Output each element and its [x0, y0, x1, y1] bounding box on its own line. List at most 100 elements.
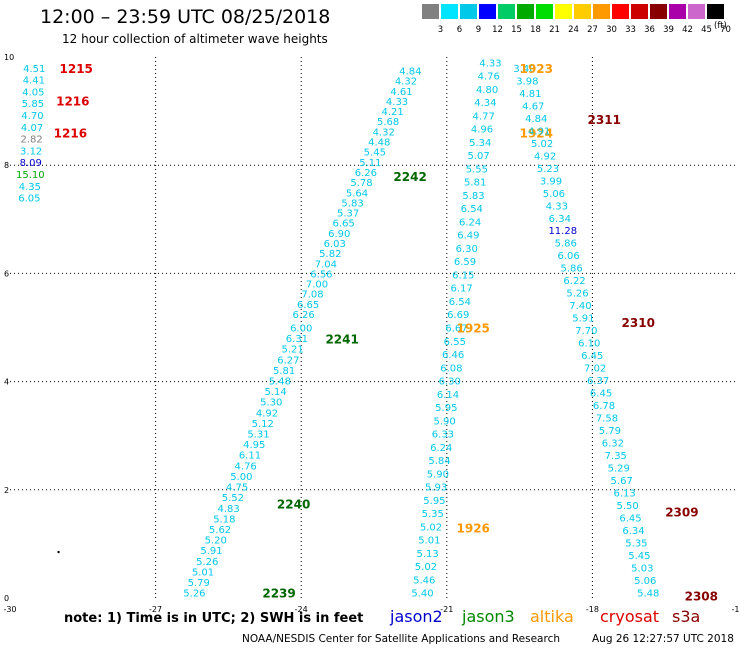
swh-value: 4.34 [474, 98, 496, 109]
pass-time-label: 2309 [665, 505, 698, 519]
swh-value: 5.40 [411, 589, 433, 600]
swh-value: 4.35 [19, 182, 41, 193]
swh-value: 5.06 [543, 189, 565, 200]
swh-value: 5.82 [319, 249, 341, 260]
legend-swatch [612, 4, 629, 19]
swh-value: 6.54 [461, 204, 483, 215]
legend-label: 30 [606, 25, 617, 35]
pass-time-label: 2242 [393, 170, 426, 184]
swh-value: 5.90 [427, 469, 449, 480]
legend-swatch [517, 4, 534, 19]
swh-value: 4.07 [21, 123, 43, 134]
swh-value: 6.30 [456, 244, 478, 255]
swh-value: 5.02 [531, 139, 553, 150]
swh-value: 4.67 [522, 101, 544, 112]
swh-value: 6.05 [18, 194, 40, 205]
legend-label: 15 [511, 25, 522, 35]
swh-value: 6.69 [447, 310, 469, 321]
swh-value: 5.26 [566, 289, 588, 300]
swh-value: 7.40 [569, 301, 591, 312]
swh-value: 8.09 [20, 158, 42, 169]
swh-value: 5.79 [188, 578, 210, 589]
swh-value: 3.98 [516, 76, 538, 87]
swh-value: 4.48 [368, 138, 390, 149]
pass-time-label: 1924 [520, 127, 553, 141]
swh-value: 5.48 [269, 377, 291, 388]
swh-value: 4.51 [23, 64, 45, 75]
swh-value: 5.64 [346, 188, 368, 199]
swh-value: 5.62 [209, 525, 231, 536]
swh-value: 5.48 [637, 589, 659, 600]
swh-value: 6.37 [587, 376, 609, 387]
swh-value: 4.76 [478, 72, 500, 83]
legend-label: 12 [492, 25, 503, 35]
swh-value: 4.70 [21, 111, 43, 122]
swh-value: 4.33 [546, 201, 568, 212]
swh-value: 6.59 [454, 257, 476, 268]
swh-value: 6.46 [442, 350, 464, 361]
swh-value: 5.45 [628, 551, 650, 562]
swh-value: 6.17 [450, 284, 472, 295]
swh-value: 5.86 [560, 264, 582, 275]
swh-value: 3.12 [20, 146, 42, 157]
swh-value: 5.34 [469, 138, 491, 149]
swh-value: 5.20 [205, 536, 227, 547]
swh-value: 6.10 [578, 339, 600, 350]
pass-time-label: 2311 [588, 113, 621, 127]
legend-swatch [593, 4, 610, 19]
satellite-cryosat: cryosat [600, 607, 660, 626]
swh-value: 5.14 [264, 387, 286, 398]
footer-credit: NOAA/NESDIS Center for Satellite Applica… [242, 633, 560, 645]
swh-value: 4.21 [381, 107, 403, 118]
legend-label: 36 [644, 25, 655, 35]
swh-value: 5.13 [416, 549, 438, 560]
swh-value: 5.68 [377, 117, 399, 128]
legend-label: 27 [587, 25, 598, 35]
swh-value: 5.81 [273, 366, 295, 377]
swh-value: 5.37 [337, 209, 359, 220]
swh-value: 5.06 [634, 576, 656, 587]
pass-time-label: 1923 [520, 62, 553, 76]
swh-value: 5.02 [420, 522, 442, 533]
legend-swatch [536, 4, 553, 19]
swh-value: 6.03 [324, 239, 346, 250]
legend-label: 18 [530, 25, 541, 35]
swh-value: 5.00 [230, 472, 252, 483]
pass-time-label: 1216 [56, 94, 89, 108]
swh-value: 5.18 [213, 514, 235, 525]
swh-value: 4.84 [525, 114, 547, 125]
swh-value: 2.82 [20, 135, 42, 146]
legend-label: 42 [682, 25, 693, 35]
swh-value: 5.31 [247, 430, 269, 441]
swh-value: 5.95 [435, 403, 457, 414]
swh-value: 6.31 [286, 334, 308, 345]
swh-value: 5.83 [462, 191, 484, 202]
swh-value: 4.92 [534, 151, 556, 162]
swh-value: 6.45 [581, 351, 603, 362]
legend-label: 6 [456, 25, 463, 35]
swh-value: 5.26 [196, 557, 218, 568]
swh-value: 5.29 [608, 464, 630, 475]
satellite-altika: altika [530, 607, 574, 626]
swh-value: 6.56 [310, 269, 332, 280]
x-tick-label: -24 [295, 605, 308, 614]
swh-value: 6.65 [333, 219, 355, 230]
swh-value: 6.55 [444, 337, 466, 348]
swh-value: 6.45 [619, 514, 641, 525]
x-tick-label: -30 [3, 605, 16, 614]
swh-value: 5.55 [466, 164, 488, 175]
swh-value: 5.45 [364, 148, 386, 159]
swh-value: 6.65 [297, 300, 319, 311]
legend-swatch [631, 4, 648, 19]
x-tick-label: -21 [440, 605, 453, 614]
legend-swatch [479, 4, 496, 19]
swh-value: 6.00 [290, 324, 312, 335]
legend-swatch [460, 4, 477, 19]
swh-value: 7.58 [596, 414, 618, 425]
swh-value: 4.92 [256, 408, 278, 419]
swh-value: 5.11 [359, 158, 381, 169]
y-tick-label: 0 [4, 594, 9, 603]
swh-value: 4.41 [23, 76, 45, 87]
y-tick-label: 10 [4, 53, 14, 62]
